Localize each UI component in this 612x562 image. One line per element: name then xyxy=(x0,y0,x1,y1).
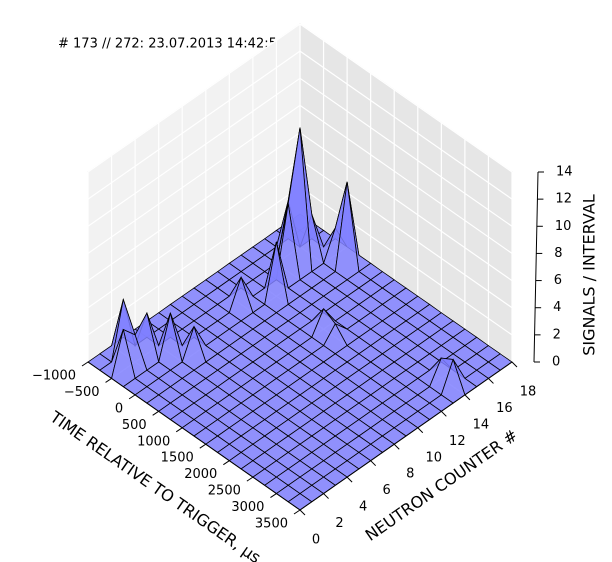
y-tick-label: 4 xyxy=(359,500,367,515)
x-tick-label: 3500 xyxy=(255,517,288,532)
x-tick xyxy=(293,509,301,515)
y-tick xyxy=(464,394,471,401)
z-tick-label: 12 xyxy=(555,192,572,207)
x-tick-label: 2500 xyxy=(208,484,241,499)
x-tick xyxy=(152,410,159,416)
x-tick xyxy=(199,443,207,449)
x-tick-label: 0 xyxy=(115,401,123,416)
y-tick-label: 0 xyxy=(312,533,320,548)
z-axis-label: SIGNALS / INTERVAL xyxy=(580,194,599,356)
y-tick xyxy=(299,509,306,516)
z-tick-label: 0 xyxy=(552,355,560,370)
z-tick-label: 14 xyxy=(556,165,573,180)
y-tick-label: 14 xyxy=(473,417,490,432)
grid-line xyxy=(87,77,513,227)
x-tick-label: 3000 xyxy=(231,500,264,515)
z-tick-label: 8 xyxy=(554,246,562,261)
x-tick xyxy=(270,493,277,498)
y-axis xyxy=(299,361,513,511)
y-tick-label: 10 xyxy=(426,450,443,465)
x-tick-label: 500 xyxy=(122,418,147,433)
x-tick-label: 2000 xyxy=(184,467,217,482)
y-tick-label: 2 xyxy=(335,516,343,531)
y-tick xyxy=(440,410,447,417)
y-tick xyxy=(323,493,329,499)
x-tick-label: −500 xyxy=(64,385,100,400)
y-tick-label: 16 xyxy=(496,401,513,416)
y-tick xyxy=(511,361,518,368)
y-tick xyxy=(393,443,400,450)
grid-line xyxy=(87,23,513,173)
y-tick-label: 6 xyxy=(383,483,391,498)
x-tick xyxy=(81,361,89,367)
x-tick xyxy=(246,476,254,482)
grid-line xyxy=(87,50,513,200)
x-tick xyxy=(128,394,136,400)
y-tick xyxy=(346,476,353,483)
grid-line xyxy=(87,104,513,254)
y-tick xyxy=(417,427,424,434)
x-axis xyxy=(87,361,301,511)
chart-title: # 173 // 272: 23.07.2013 14:42:56 xyxy=(58,37,285,52)
y-tick-label: 8 xyxy=(406,467,414,482)
z-tick-label: 10 xyxy=(555,219,572,234)
x-tick-label: 1500 xyxy=(161,451,194,466)
x-tick xyxy=(223,460,230,466)
x-tick-label: 1000 xyxy=(137,434,170,449)
y-tick-label: 18 xyxy=(520,385,537,400)
y-tick-label: 12 xyxy=(449,434,466,449)
x-tick xyxy=(105,378,112,383)
x-tick xyxy=(175,427,183,433)
y-tick xyxy=(370,460,377,467)
z-tick-label: 6 xyxy=(554,273,562,288)
z-axis xyxy=(533,171,539,363)
z-tick-label: 2 xyxy=(553,327,561,342)
z-tick-label: 4 xyxy=(553,300,561,315)
x-tick-label: −1000 xyxy=(32,369,76,384)
y-tick xyxy=(488,378,494,384)
